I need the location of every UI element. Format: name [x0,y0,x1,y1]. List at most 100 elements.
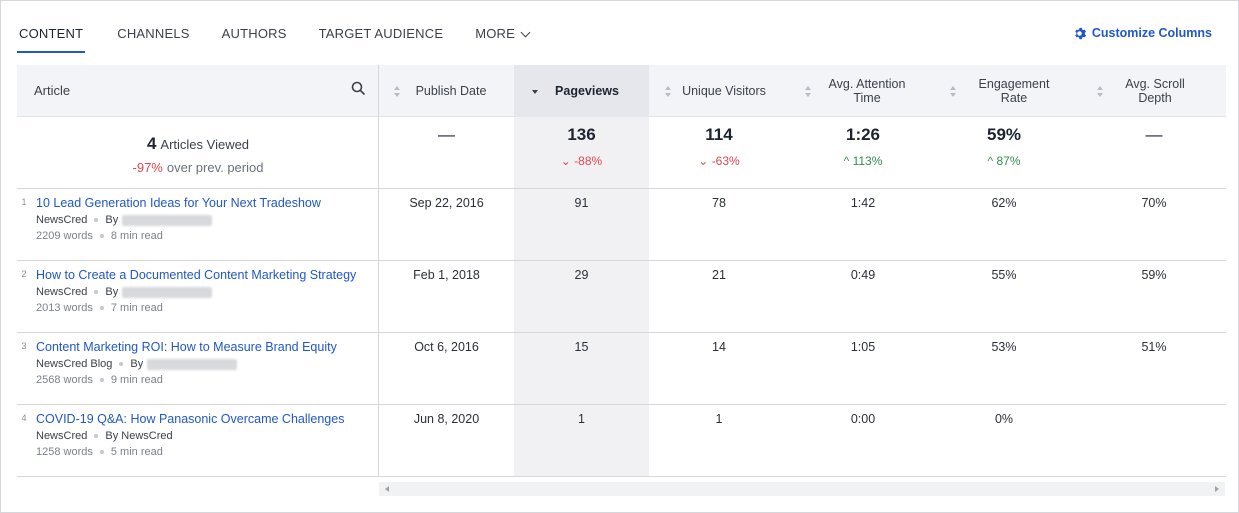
article-source: NewsCred [36,430,88,442]
articles-viewed-summary: 4 Articles Viewed -97% over prev. period [17,117,379,189]
article-stats: 2209 words 8 min read [36,230,163,242]
tab-more[interactable]: MORE [475,19,531,53]
article-title-link[interactable]: 10 Lead Generation Ideas for Your Next T… [36,196,321,210]
avg-attention-time-cell: 1:05 [850,340,876,354]
sort-icon[interactable] [1097,86,1103,97]
avg-attention-time-cell: 1:42 [850,196,876,210]
table-row: 2 How to Create a Documented Content Mar… [17,261,1226,333]
pageviews-cell: 29 [574,268,589,282]
unique-visitors-cell: 14 [712,340,726,354]
summary-publish-date-value: — [438,125,455,144]
read-time: 8 min read [110,230,163,242]
avg-scroll-depth-cell: 70% [1141,196,1167,210]
article-meta: NewsCred By [36,214,213,226]
summary-avg-attention-time-change-value: 113% [852,154,883,168]
sort-icon[interactable] [394,86,400,97]
tab-authors[interactable]: AUTHORS [221,26,287,41]
pageviews-column-highlight [514,65,649,477]
scroll-left-icon[interactable] [385,486,389,492]
row-number: 1 [21,197,27,207]
article-header-label: Article [34,83,71,98]
author-name-redacted [122,286,213,298]
summary-engagement-rate-change: ^ 87% [937,154,1071,168]
summary-pageviews: 136 ⌄ -88% [514,117,649,189]
search-icon[interactable] [351,81,365,95]
gear-icon [1075,27,1086,39]
sort-icon[interactable] [665,86,671,97]
tab-bar: CONTENT CHANNELS AUTHORS TARGET AUDIENCE… [17,19,561,53]
row-number: 3 [21,341,27,351]
separator-dot [94,434,99,438]
article-column-header: Article [17,65,379,117]
summary-unique-visitors-value: 114 [705,125,733,144]
pageviews-cell: 15 [574,340,589,354]
header-publish-date[interactable]: Publish Date [415,84,487,98]
pageviews-cell: 1 [578,412,585,426]
row-number: 4 [21,413,27,423]
separator-dot [119,362,124,366]
article-title-link[interactable]: How to Create a Documented Content Marke… [36,268,357,282]
summary-engagement-rate: 59% ^ 87% [937,117,1071,189]
author-name-redacted [147,358,238,370]
summary-unique-visitors-change: ⌄ -63% [649,154,789,168]
engagement-rate-cell: 0% [994,412,1014,426]
avg-scroll-depth-cell: 59% [1141,268,1167,282]
chevron-down-icon [520,27,531,38]
header-avg-attention-time[interactable]: Avg. Attention Time [828,77,906,105]
separator-dot [99,378,104,382]
article-source: NewsCred [36,286,88,298]
articles-change-line: -97% over prev. period [17,160,379,175]
tab-more-label: MORE [475,26,516,41]
sort-icon[interactable] [950,86,956,97]
article-meta: NewsCred By [36,286,213,298]
author-name-redacted [122,214,213,226]
unique-visitors-cell: 78 [712,196,726,210]
article-stats: 1258 words 5 min read [36,446,163,458]
engagement-rate-cell: 55% [991,268,1017,282]
scroll-right-icon[interactable] [1215,486,1219,492]
header-pageviews[interactable]: Pageviews [555,84,619,98]
summary-avg-scroll-depth-value: — [1145,125,1163,144]
article-title-link[interactable]: COVID-19 Q&A: How Panasonic Overcame Cha… [36,412,345,426]
article-by: By [105,286,119,298]
article-by: By [105,214,119,226]
customize-columns-label: Customize Columns [1091,26,1212,40]
trend-up-icon: ^ [987,154,994,168]
tab-target-audience[interactable]: TARGET AUDIENCE [318,26,444,41]
summary-row: 4 Articles Viewed -97% over prev. period —… [17,117,1226,189]
summary-engagement-rate-change-value: 87% [996,154,1021,168]
trend-down-icon: ⌄ [698,154,709,168]
summary-pageviews-value: 136 [567,125,596,144]
customize-columns-button[interactable]: Customize Columns [1073,26,1212,40]
read-time: 7 min read [110,302,163,314]
header-unique-visitors[interactable]: Unique Visitors [682,84,766,98]
article-source: NewsCred [36,214,88,226]
publish-date-cell: Jun 8, 2020 [413,412,480,426]
articles-viewed-line: 4 Articles Viewed [17,134,379,154]
sort-icon[interactable] [805,86,811,97]
summary-avg-scroll-depth: — [1087,117,1221,189]
summary-pageviews-change-value: -88% [574,154,603,168]
header-engagement-rate[interactable]: Engagement Rate [978,77,1050,105]
read-time: 9 min read [110,374,163,386]
sort-descending-icon[interactable] [532,86,538,97]
summary-unique-visitors-change-value: -63% [711,154,740,168]
pageviews-cell: 91 [574,196,589,210]
unique-visitors-cell: 21 [712,268,726,282]
table-row: 3 Content Marketing ROI: How to Measure … [17,333,1226,405]
tab-channels[interactable]: CHANNELS [117,26,190,41]
avg-attention-time-cell: 0:00 [850,412,876,426]
tab-content[interactable]: CONTENT [17,19,86,53]
summary-pageviews-change: ⌄ -88% [514,154,649,168]
article-source: NewsCred Blog [36,358,113,370]
word-count: 2013 words [36,302,93,314]
publish-date-cell: Oct 6, 2016 [414,340,479,354]
header-avg-scroll-depth[interactable]: Avg. Scroll Depth [1125,77,1185,105]
horizontal-scrollbar[interactable] [379,482,1225,496]
summary-engagement-rate-value: 59% [986,125,1022,144]
separator-dot [99,306,104,310]
article-title-link[interactable]: Content Marketing ROI: How to Measure Br… [36,340,337,354]
summary-avg-attention-time-change: ^ 113% [793,154,933,168]
table-row: 1 10 Lead Generation Ideas for Your Next… [17,189,1226,261]
